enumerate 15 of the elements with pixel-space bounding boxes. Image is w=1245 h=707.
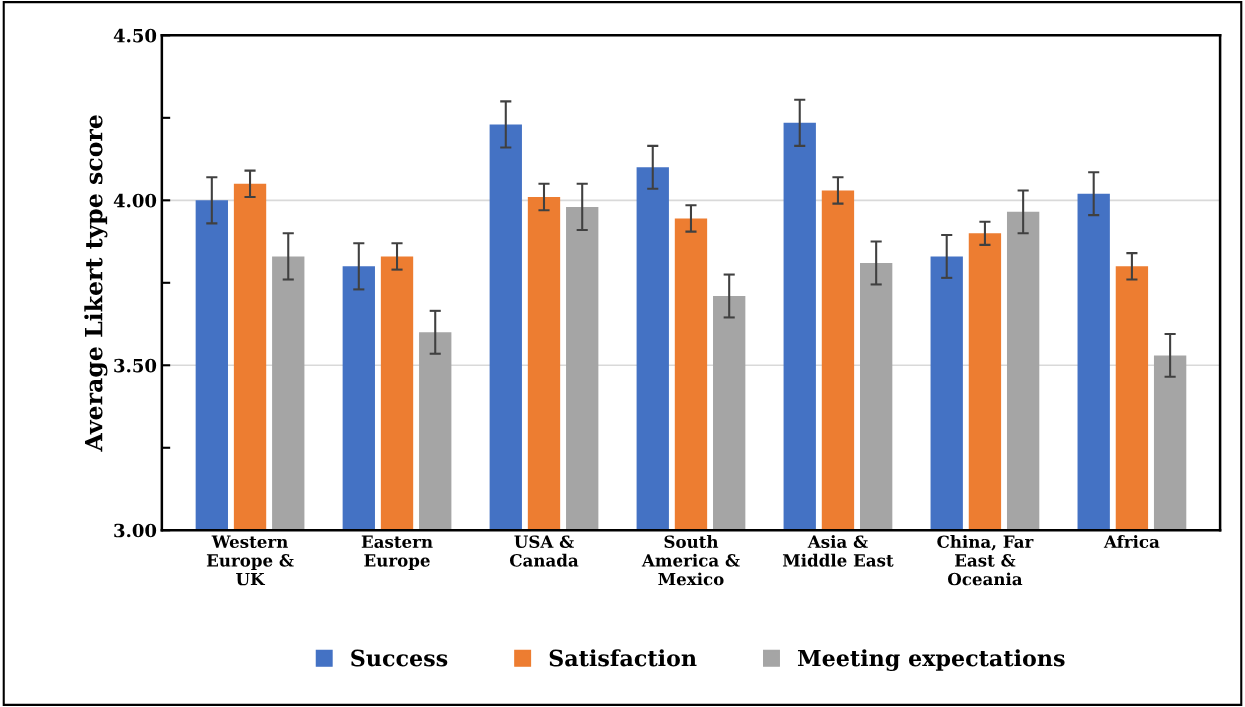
x-tick-label: Western Europe & UK bbox=[206, 535, 294, 586]
y-tick-label: 4.00 bbox=[113, 193, 157, 208]
legend-label: Success bbox=[351, 649, 448, 667]
x-tick-label: Eastern Europe bbox=[361, 535, 433, 570]
legend-label: Satisfaction bbox=[549, 649, 697, 667]
y-tick-label: 3.00 bbox=[114, 523, 157, 538]
x-tick-label: China, Far East & Oceania bbox=[937, 535, 1034, 586]
y-tick-label: 4.50 bbox=[113, 28, 157, 43]
x-tick-label: South America & Mexico bbox=[641, 535, 740, 586]
x-tick-label: Africa bbox=[1103, 535, 1160, 549]
x-tick-label: USA & Canada bbox=[509, 535, 579, 567]
y-tick-label: 3.50 bbox=[114, 358, 157, 373]
x-tick-label: Asia & Middle East bbox=[782, 535, 894, 567]
legend-label: Meeting expectations bbox=[797, 649, 1065, 672]
y-axis-title: Average Likert type score bbox=[84, 115, 108, 452]
